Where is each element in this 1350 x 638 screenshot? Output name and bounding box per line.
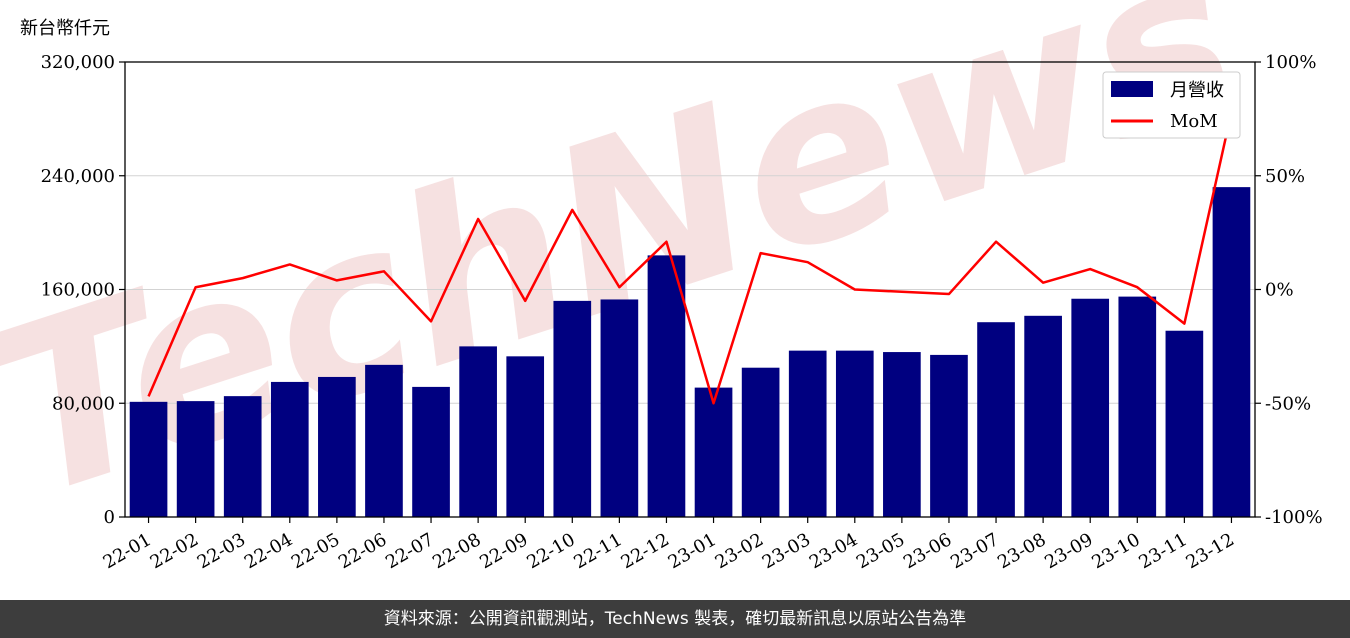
- bar-23-03: [788, 350, 827, 517]
- x-tick-label: 22-05: [288, 529, 343, 573]
- bar-23-09: [1071, 298, 1110, 517]
- x-tick-label: 23-08: [994, 529, 1049, 573]
- y-left-tick-label: 0: [104, 507, 115, 528]
- x-tick-label: 23-11: [1135, 529, 1190, 573]
- bar-22-05: [318, 376, 356, 517]
- bar-22-03: [223, 396, 262, 517]
- y-left-tick-label: 320,000: [41, 52, 115, 73]
- bar-22-08: [459, 346, 497, 517]
- grid: [125, 175, 1255, 404]
- x-tick-label: 23-04: [806, 529, 861, 573]
- bar-23-05: [883, 352, 921, 517]
- x-tick-label: 22-12: [618, 529, 673, 573]
- bar-22-02: [176, 401, 215, 517]
- y-axis-unit-label: 新台幣仟元: [20, 18, 110, 39]
- bar-22-10: [553, 300, 592, 517]
- bar-23-07: [977, 322, 1015, 517]
- x-tick-label: 22-03: [194, 529, 249, 573]
- x-tick-label: 22-09: [476, 529, 531, 573]
- bar-series: [129, 187, 1251, 517]
- bar-22-06: [365, 364, 403, 517]
- x-tick-label: 23-02: [712, 529, 767, 573]
- bar-22-04: [270, 381, 309, 517]
- x-tick-label: 22-04: [241, 529, 296, 573]
- x-tick-label: 23-03: [759, 529, 814, 573]
- x-tick-label: 23-07: [947, 529, 1002, 573]
- x-tick-label: 23-09: [1041, 529, 1096, 573]
- mom-line: [147, 111, 1233, 405]
- bar-22-12: [647, 255, 686, 517]
- bar-22-11: [600, 299, 639, 517]
- x-tick-label: 22-07: [382, 529, 437, 573]
- x-tick-label: 23-10: [1088, 529, 1143, 573]
- y-left-tick-label: 160,000: [41, 280, 115, 301]
- bar-23-02: [741, 367, 780, 517]
- bar-23-04: [835, 350, 874, 517]
- y-left-tick-label: 240,000: [41, 166, 115, 187]
- footer-source-note: 資料來源：公開資訊觀測站，TechNews 製表，確切最新訊息以原站公告為準: [0, 600, 1350, 638]
- x-tick-label: 23-12: [1183, 529, 1238, 573]
- x-tick-label: 23-06: [900, 529, 955, 573]
- y-left-tick-label: 80,000: [52, 393, 115, 414]
- x-tick-label: 22-11: [570, 529, 625, 573]
- legend-bar-swatch: [1111, 81, 1153, 97]
- bar-23-08: [1024, 315, 1062, 517]
- legend-line-label: MoM: [1170, 111, 1218, 132]
- x-tick-label: 22-02: [147, 529, 202, 573]
- bar-23-06: [930, 354, 968, 517]
- y-right-tick-label: 0%: [1265, 280, 1294, 301]
- x-tick-label: 22-08: [429, 529, 484, 573]
- x-tick-label: 23-01: [665, 529, 720, 573]
- line-series: [147, 111, 1233, 405]
- y-right-tick-label: -100%: [1265, 507, 1323, 528]
- y-right-tick-label: -50%: [1265, 393, 1311, 414]
- bar-22-01: [129, 401, 168, 517]
- chart: TechNews 080,000160,000240,000320,000-10…: [0, 0, 1323, 573]
- bar-22-07: [412, 386, 450, 517]
- bar-23-01: [694, 387, 733, 517]
- legend-bar-label: 月營收: [1170, 80, 1224, 101]
- bar-23-10: [1118, 296, 1157, 517]
- bar-22-09: [506, 356, 545, 517]
- x-tick-label: 22-01: [100, 529, 155, 573]
- x-tick-label: 22-06: [335, 529, 390, 573]
- x-tick-label: 22-10: [523, 529, 578, 573]
- legend: 月營收 MoM: [1102, 71, 1241, 139]
- y-right-tick-label: 50%: [1265, 166, 1305, 187]
- x-tick-label: 23-05: [853, 529, 908, 573]
- y-right-tick-label: 100%: [1265, 52, 1316, 73]
- bar-23-11: [1165, 330, 1204, 517]
- bar-23-12: [1212, 187, 1251, 517]
